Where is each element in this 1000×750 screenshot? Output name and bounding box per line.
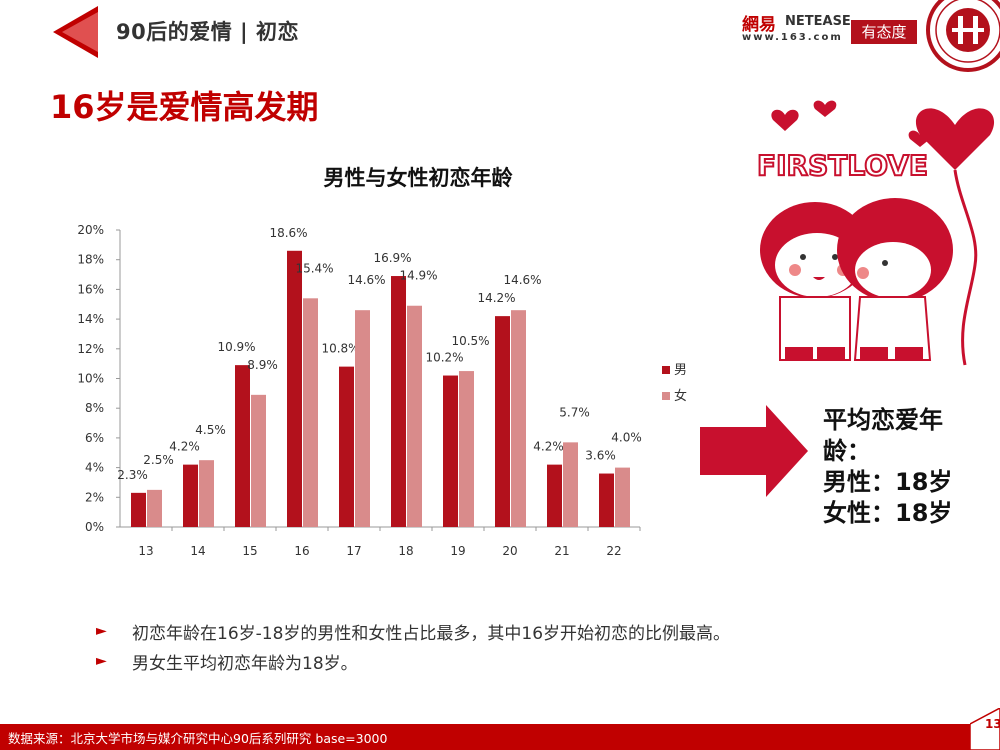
legend-swatch <box>662 392 670 400</box>
data-label: 10.9% <box>217 340 255 354</box>
average-label-line1: 平均恋爱年 <box>823 406 943 434</box>
bar-female <box>459 371 474 527</box>
x-tick-label: 20 <box>502 544 517 558</box>
bar-male <box>339 366 354 527</box>
data-label: 14.2% <box>477 291 515 305</box>
average-male: 男性：18岁 <box>823 468 953 496</box>
netease-logo-url: www.163.com <box>742 32 843 43</box>
data-label: 4.5% <box>195 423 226 437</box>
y-tick-label: 20% <box>77 223 104 237</box>
data-label: 10.2% <box>425 351 463 365</box>
bar-female <box>615 467 630 527</box>
bar-female <box>511 310 526 527</box>
x-tick-label: 14 <box>190 544 205 558</box>
right-arrow-icon <box>700 405 808 497</box>
x-tick-label: 16 <box>294 544 309 558</box>
bullet-text: 男女生平均初恋年龄为18岁。 <box>132 653 358 674</box>
bar-female <box>563 442 578 527</box>
data-label: 10.5% <box>451 334 489 348</box>
bar-male <box>183 464 198 527</box>
x-tick-label: 22 <box>606 544 621 558</box>
y-tick-label: 4% <box>85 461 104 475</box>
x-tick-label: 19 <box>450 544 465 558</box>
x-tick-label: 15 <box>242 544 257 558</box>
data-label: 15.4% <box>295 261 333 275</box>
page-number: 13 <box>985 717 1000 731</box>
data-label: 2.5% <box>143 453 174 467</box>
first-love-illustration: FIRSTLOVE <box>756 100 995 366</box>
page-title: 16岁是爱情高发期 <box>50 88 319 126</box>
data-label: 4.0% <box>611 431 642 445</box>
legend-label: 男 <box>674 363 687 378</box>
data-label: 3.6% <box>585 449 616 463</box>
bar-chart: 男性与女性初恋年龄 0% 2% 4% 6% 8% 10% 12% 14% 16% 18% 20% 13 2… <box>77 166 687 558</box>
data-label: 16.9% <box>373 251 411 265</box>
legend-swatch <box>662 366 670 374</box>
header-arrow-icon <box>53 6 98 58</box>
y-tick-label: 10% <box>77 372 104 386</box>
bar-male <box>599 473 614 527</box>
y-tick-label: 18% <box>77 253 104 267</box>
data-label: 8.9% <box>247 358 278 372</box>
header-title: 90后的爱情 | 初恋 <box>116 20 300 44</box>
data-label: 14.9% <box>399 269 437 283</box>
bullet-item: ► 初恋年龄在16岁-18岁的男性和女性占比最多，其中16岁开始初恋的比例最高。 <box>96 616 730 646</box>
bullet-triangle-icon: ► <box>96 653 107 669</box>
bar-male <box>443 375 458 527</box>
university-seal-icon <box>926 0 1000 72</box>
footer-bar: 数据来源：北京大学市场与媒介研究中心90后系列研究 base=3000 <box>0 724 1000 750</box>
netease-logo-cn: 網易 <box>742 15 776 35</box>
first-love-text: FIRSTLOVE <box>757 149 928 182</box>
bar-male <box>287 250 302 527</box>
y-tick-label: 6% <box>85 431 104 445</box>
y-tick-label: 8% <box>85 401 104 415</box>
average-female: 女性：18岁 <box>823 499 953 527</box>
bar-male <box>547 464 562 527</box>
bullet-list: ► 初恋年龄在16岁-18岁的男性和女性占比最多，其中16岁开始初恋的比例最高。… <box>96 616 730 676</box>
data-label: 14.6% <box>347 273 385 287</box>
bar-female <box>147 489 162 527</box>
attitude-logo: 有态度 <box>851 20 917 44</box>
chart-title: 男性与女性初恋年龄 <box>324 166 514 190</box>
bar-female <box>199 460 214 527</box>
bar-female <box>407 305 422 527</box>
bar-male <box>235 365 250 527</box>
average-age-summary: 平均恋爱年 龄： 男性：18岁 女性：18岁 <box>823 405 983 529</box>
bar-female <box>303 298 318 527</box>
page-number-tab <box>970 708 1000 750</box>
data-label: 4.2% <box>533 440 564 454</box>
data-label: 10.8% <box>321 342 359 356</box>
bullet-item: ► 男女生平均初恋年龄为18岁。 <box>96 646 730 676</box>
bullet-text: 初恋年龄在16岁-18岁的男性和女性占比最多，其中16岁开始初恋的比例最高。 <box>132 623 731 644</box>
bullet-triangle-icon: ► <box>96 623 107 639</box>
data-label: 18.6% <box>269 226 307 240</box>
y-tick-label: 2% <box>85 490 104 504</box>
y-tick-label: 12% <box>77 342 104 356</box>
data-source: 数据来源：北京大学市场与媒介研究中心90后系列研究 base=3000 <box>8 731 388 746</box>
x-tick-label: 13 <box>138 544 153 558</box>
x-tick-label: 18 <box>398 544 413 558</box>
average-label-line2: 龄： <box>823 437 871 465</box>
bar-female <box>355 310 370 527</box>
y-tick-label: 0% <box>85 520 104 534</box>
netease-logo-en: NETEASE <box>785 14 851 29</box>
bar-male <box>391 276 406 527</box>
bar-female <box>251 394 266 527</box>
x-tick-label: 17 <box>346 544 361 558</box>
header-bar: 90后的爱情 | 初恋 <box>0 0 1000 60</box>
data-label: 14.6% <box>503 273 541 287</box>
data-label: 5.7% <box>559 405 590 419</box>
legend-label: 女 <box>674 388 687 404</box>
data-label: 4.2% <box>169 440 200 454</box>
bar-male <box>131 492 146 527</box>
y-tick-label: 14% <box>77 312 104 326</box>
x-tick-label: 21 <box>554 544 569 558</box>
data-label: 2.3% <box>117 468 148 482</box>
bar-male <box>495 316 510 527</box>
y-tick-label: 16% <box>77 282 104 296</box>
